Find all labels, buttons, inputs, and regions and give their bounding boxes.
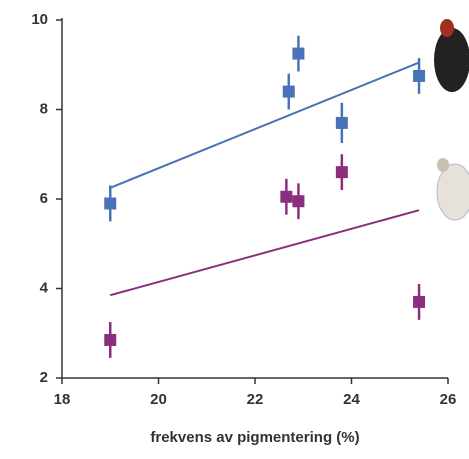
trend-line [110, 63, 419, 188]
point [336, 117, 348, 129]
x-tick-label: 20 [150, 391, 167, 408]
point [292, 195, 304, 207]
chicken-head [437, 158, 449, 172]
x-tick-label: 22 [247, 391, 264, 408]
chicken-comb [440, 19, 454, 37]
y-tick-label: 10 [31, 11, 48, 28]
point [104, 334, 116, 346]
point [292, 48, 304, 60]
chicken-images [434, 19, 469, 220]
chart: frekvens av pigmentering (%) 24681018202… [0, 0, 469, 459]
black-chicken [434, 28, 469, 92]
point [104, 197, 116, 209]
y-tick-label: 6 [40, 190, 48, 207]
y-tick-label: 4 [40, 279, 49, 296]
y-tick-label: 2 [40, 369, 48, 386]
point [283, 86, 295, 98]
point [413, 296, 425, 308]
point [413, 70, 425, 82]
x-tick-label: 26 [440, 391, 457, 408]
x-tick-label: 24 [343, 391, 360, 408]
point [280, 191, 292, 203]
trend-line [110, 210, 419, 295]
point [336, 166, 348, 178]
x-axis-label: frekvens av pigmentering (%) [150, 429, 359, 446]
white-chicken [437, 164, 469, 220]
y-tick-label: 8 [40, 100, 48, 117]
x-tick-label: 18 [54, 391, 71, 408]
